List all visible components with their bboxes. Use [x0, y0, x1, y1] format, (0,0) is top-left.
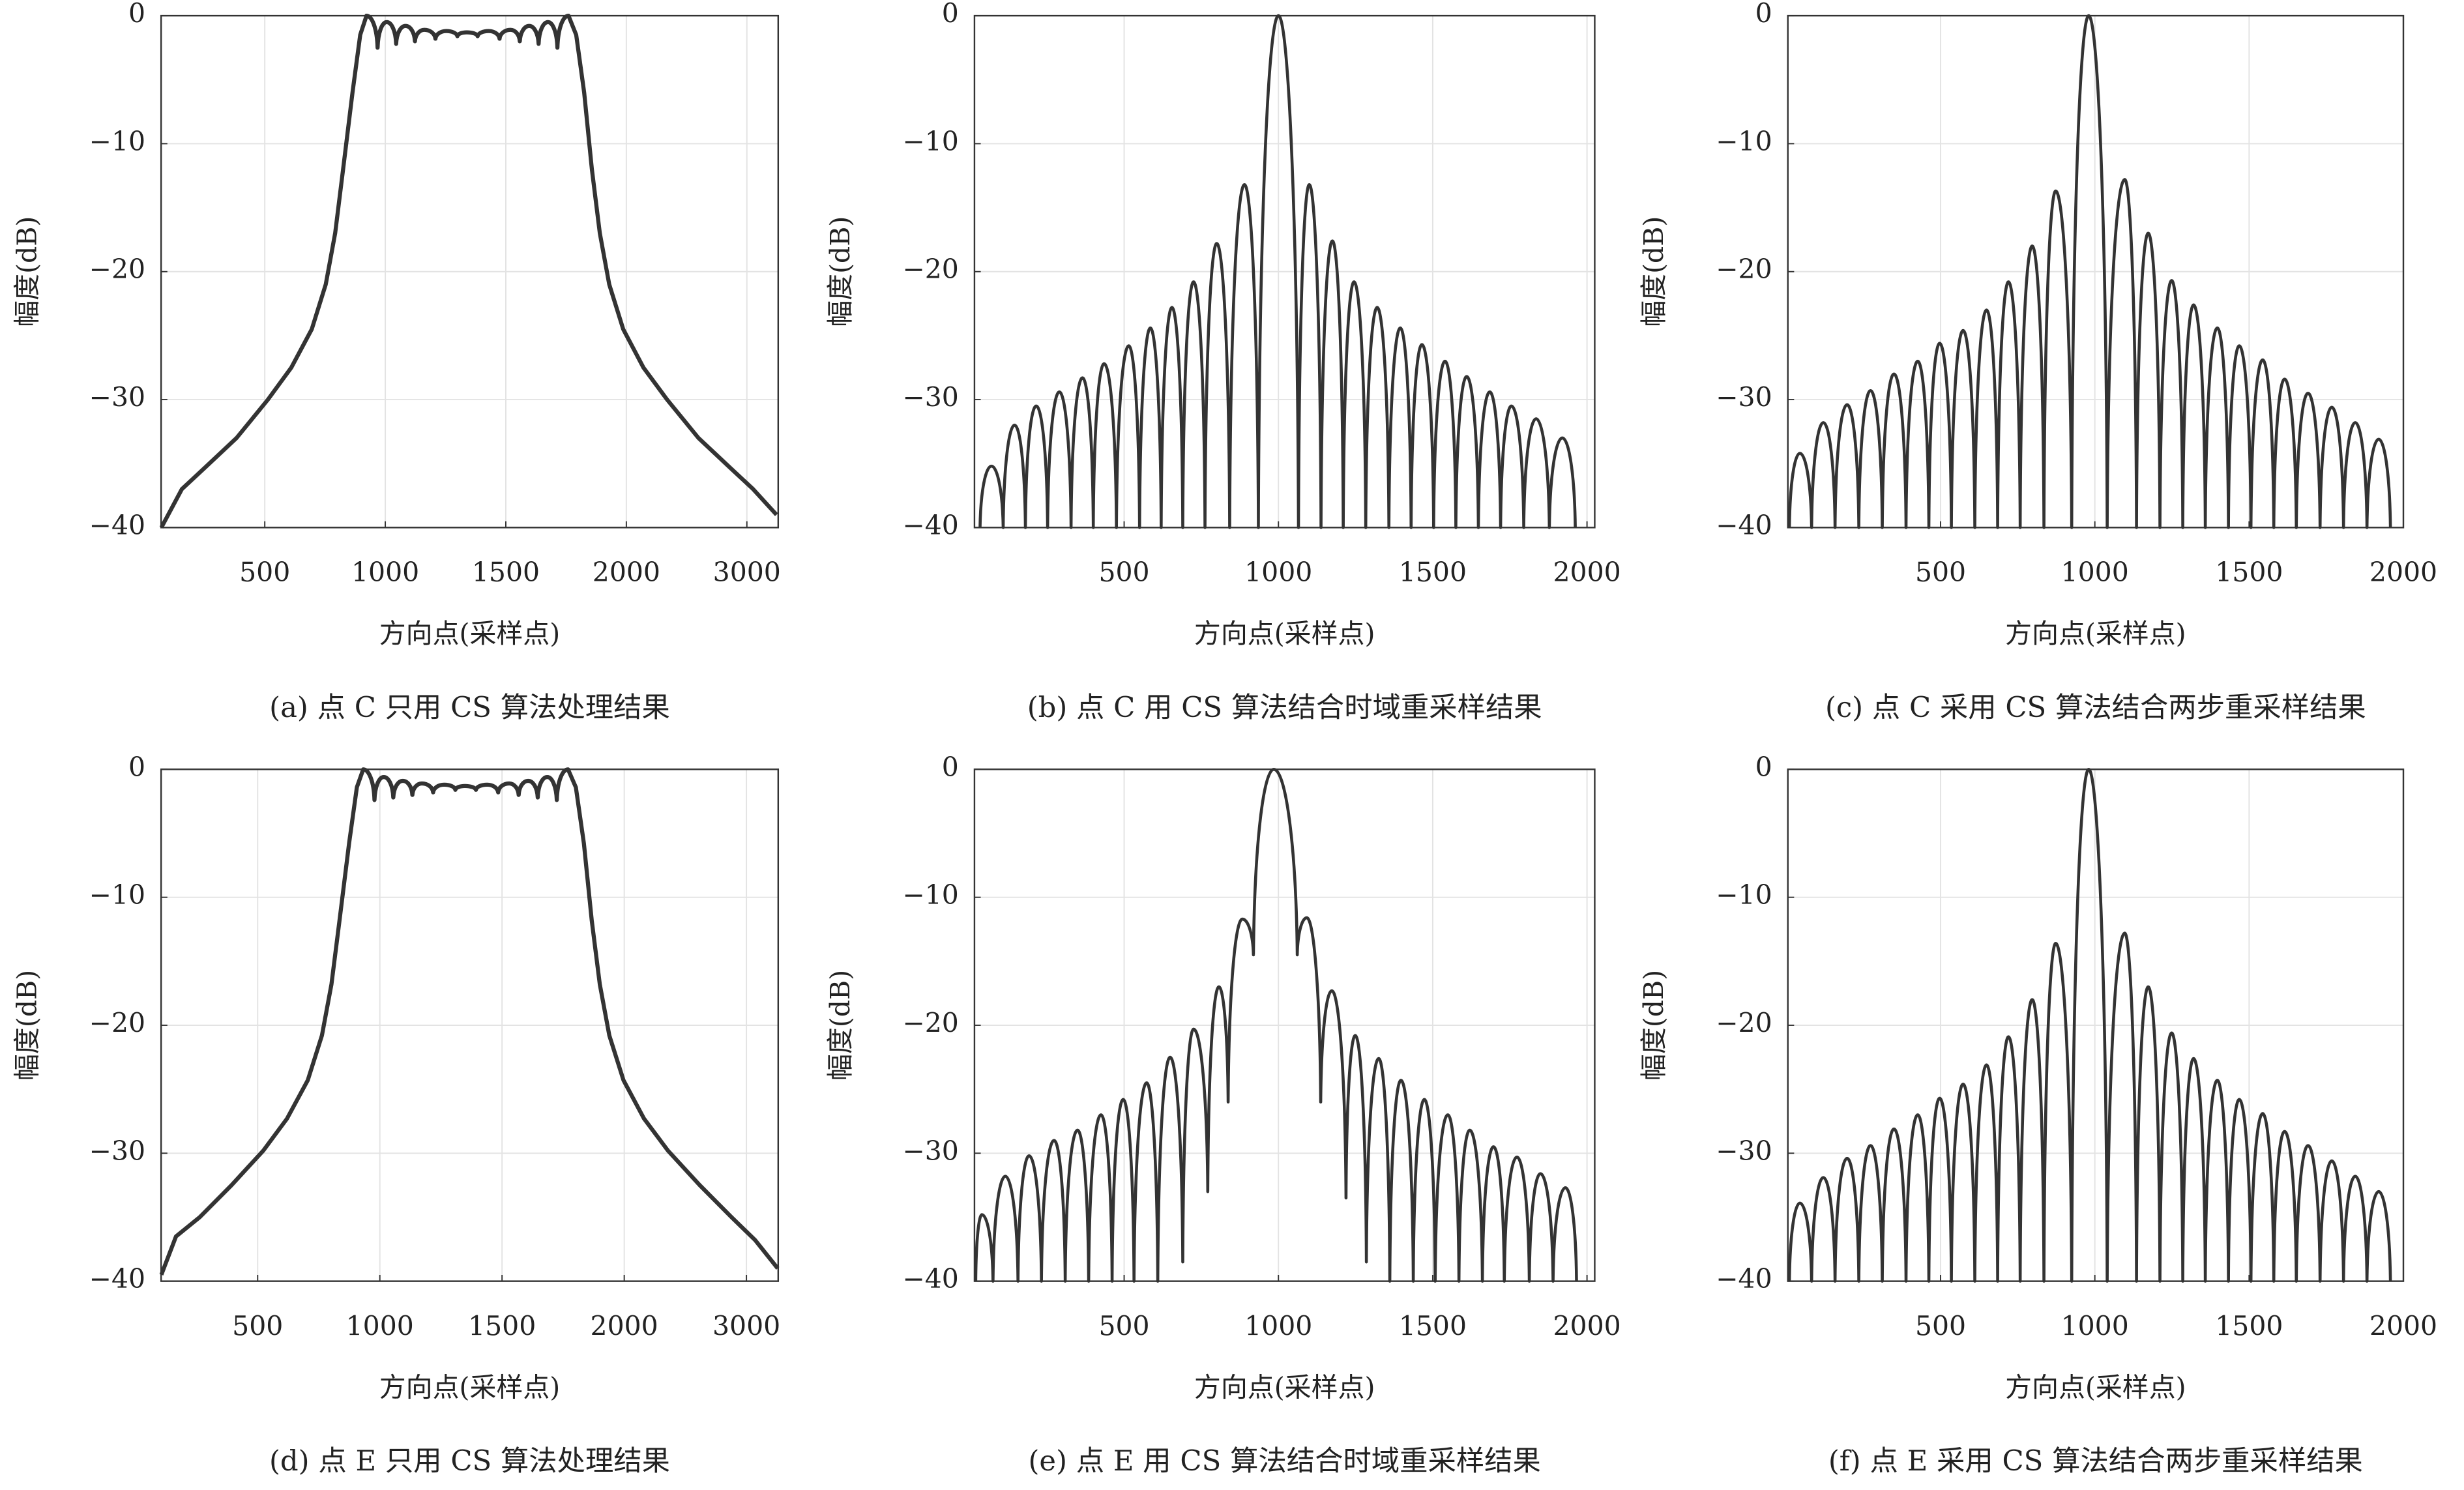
x-axis-label: 方向点(采样点) — [2005, 1371, 2186, 1403]
y-tick-label: −40 — [1716, 510, 1772, 541]
axes-frame — [160, 768, 780, 1282]
x-tick-label: 2000 — [593, 557, 660, 588]
y-tick-label: −20 — [89, 254, 145, 285]
y-tick-label: −10 — [1716, 126, 1772, 157]
y-tick-label: −10 — [902, 126, 958, 157]
x-tick-label: 3000 — [713, 557, 781, 588]
x-tick-label: 2000 — [591, 1310, 658, 1341]
x-axis-label: 方向点(采样点) — [379, 618, 561, 649]
x-tick-label: 500 — [239, 557, 290, 588]
panel: 500 1000 1500 2000 3000 −40 −30 −20 −10 0 方向点(采样点)… — [11, 0, 781, 724]
x-tick-label: 1000 — [351, 557, 419, 588]
y-tick-label: −10 — [902, 879, 958, 911]
y-tick-label: −40 — [89, 510, 145, 541]
x-tick-label: 2000 — [1553, 557, 1621, 588]
panel: 500 1000 1500 2000 −40 −30 −20 −10 0 方向点(采样点) 幅度(d… — [825, 0, 1621, 724]
y-axis-label: 幅度(dB) — [825, 216, 856, 327]
x-tick-label: 1500 — [2215, 1310, 2283, 1341]
axes-frame — [1787, 768, 2405, 1282]
x-tick-label: 1000 — [346, 1310, 414, 1341]
x-tick-label: 500 — [232, 1310, 283, 1341]
panel: 500 1000 1500 2000 −40 −30 −20 −10 0 方向点(采样点) 幅度(d… — [1638, 752, 2437, 1478]
axes-frame — [973, 768, 1596, 1282]
y-tick-label: −30 — [902, 1135, 958, 1167]
x-tick-label: 2000 — [2369, 1310, 2437, 1341]
y-tick-label: −40 — [1716, 1263, 1772, 1294]
y-tick-label: 0 — [128, 0, 145, 29]
x-tick-label: 500 — [1915, 557, 1966, 588]
y-axis-label: 幅度(dB) — [1638, 216, 1669, 327]
y-tick-label: −30 — [1716, 1135, 1772, 1167]
y-tick-label: −40 — [902, 510, 958, 541]
axes-frame — [973, 14, 1596, 529]
data-line — [159, 13, 778, 529]
y-tick-label: −10 — [89, 126, 145, 157]
y-tick-label: −30 — [89, 1135, 145, 1167]
x-tick-label: 2000 — [2369, 557, 2437, 588]
y-tick-label: −10 — [1716, 879, 1772, 911]
data-line — [159, 767, 780, 1276]
y-tick-label: −40 — [902, 1263, 958, 1294]
caption: (f) 点 E 采用 CS 算法结合两步重采样结果 — [1828, 1445, 2363, 1478]
y-tick-label: −20 — [902, 1007, 958, 1038]
y-tick-label: −30 — [902, 382, 958, 413]
x-tick-label: 1000 — [2061, 557, 2129, 588]
y-axis-label: 幅度(dB) — [11, 970, 42, 1081]
caption: (c) 点 C 采用 CS 算法结合两步重采样结果 — [1825, 692, 2366, 724]
y-tick-label: −20 — [902, 254, 958, 285]
axes-frame — [160, 14, 780, 529]
panel: 500 1000 1500 2000 −40 −30 −20 −10 0 方向点(采样点) 幅度(d… — [825, 752, 1621, 1478]
caption: (b) 点 C 用 CS 算法结合时域重采样结果 — [1027, 692, 1542, 724]
y-tick-label: −20 — [1716, 254, 1772, 285]
x-tick-label: 2000 — [1553, 1310, 1621, 1341]
x-tick-label: 3000 — [712, 1310, 780, 1341]
x-tick-label: 1000 — [1244, 1310, 1312, 1341]
y-tick-label: 0 — [128, 752, 145, 783]
axes-frame — [1787, 14, 2405, 529]
x-tick-label: 500 — [1098, 1310, 1149, 1341]
x-tick-label: 1500 — [472, 557, 540, 588]
y-axis-label: 幅度(dB) — [11, 216, 42, 327]
y-tick-label: −20 — [89, 1007, 145, 1038]
y-tick-label: 0 — [1755, 0, 1772, 29]
x-tick-label: 1000 — [2061, 1310, 2129, 1341]
y-tick-label: −40 — [89, 1263, 145, 1294]
panel: 500 1000 1500 2000 3000 −40 −30 −20 −10 0 方向点(采样点)… — [11, 752, 780, 1478]
y-tick-label: −30 — [1716, 382, 1772, 413]
x-tick-label: 1500 — [2215, 557, 2283, 588]
y-axis-label: 幅度(dB) — [1638, 970, 1669, 1081]
y-tick-label: −10 — [89, 879, 145, 911]
x-tick-label: 500 — [1098, 557, 1149, 588]
caption: (e) 点 E 用 CS 算法结合时域重采样结果 — [1029, 1445, 1541, 1478]
y-tick-label: 0 — [942, 752, 959, 783]
y-tick-label: 0 — [942, 0, 959, 29]
x-tick-label: 1500 — [1399, 557, 1467, 588]
x-axis-label: 方向点(采样点) — [1194, 618, 1375, 649]
x-tick-label: 1500 — [468, 1310, 536, 1341]
y-tick-label: 0 — [1755, 752, 1772, 783]
caption: (a) 点 C 只用 CS 算法处理结果 — [269, 692, 670, 724]
y-axis-label: 幅度(dB) — [825, 970, 856, 1081]
x-axis-label: 方向点(采样点) — [2005, 618, 2186, 649]
y-tick-label: −20 — [1716, 1007, 1772, 1038]
y-tick-label: −30 — [89, 382, 145, 413]
x-tick-label: 1500 — [1399, 1310, 1467, 1341]
x-tick-label: 1000 — [1244, 557, 1312, 588]
panel: 500 1000 1500 2000 −40 −30 −20 −10 0 方向点(采样点) 幅度(d… — [1638, 0, 2437, 724]
x-axis-label: 方向点(采样点) — [379, 1371, 561, 1403]
x-tick-label: 500 — [1915, 1310, 1966, 1341]
caption: (d) 点 E 只用 CS 算法处理结果 — [269, 1445, 670, 1478]
x-axis-label: 方向点(采样点) — [1194, 1371, 1375, 1403]
